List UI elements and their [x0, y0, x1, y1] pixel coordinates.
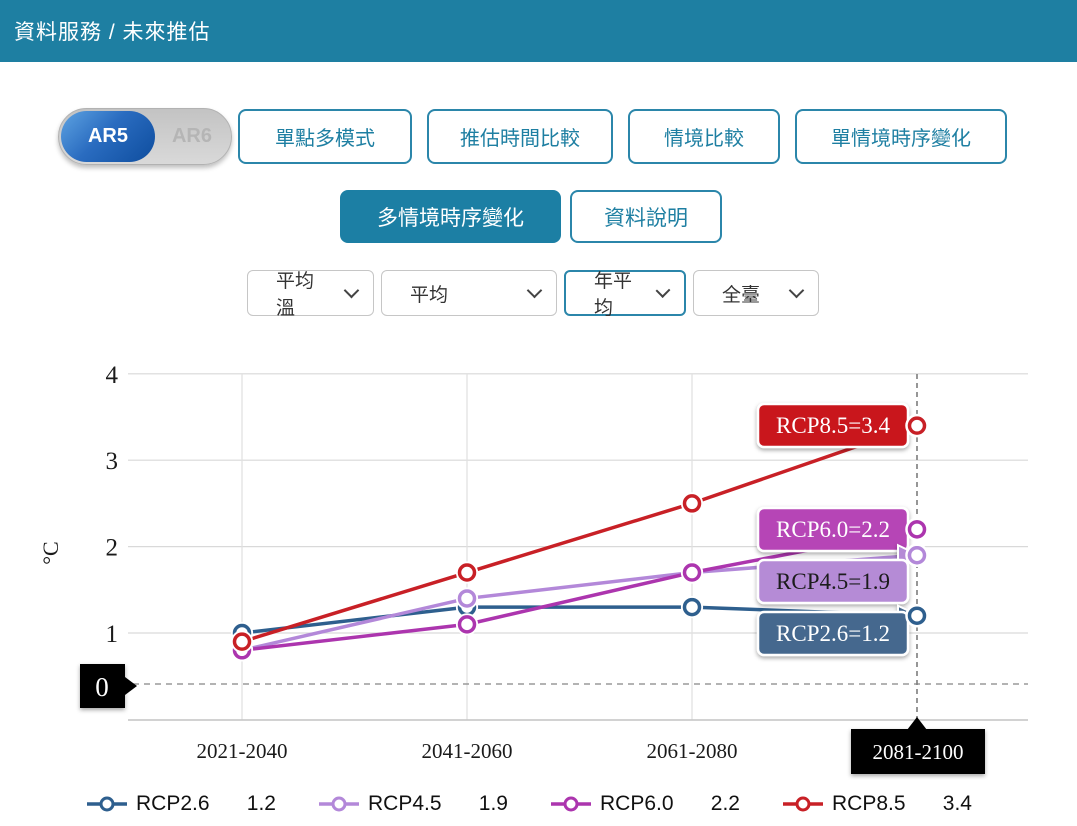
sub-button-2[interactable]: 資料說明	[570, 190, 722, 243]
legend-item-RCP2.6[interactable]: RCP2.6 1.2	[86, 792, 276, 816]
legend-value: 1.9	[478, 792, 508, 815]
end-label-text: RCP2.6=1.2	[776, 621, 890, 646]
end-label-RCP6.0: RCP6.0=2.2	[756, 506, 922, 553]
legend-value: 2.2	[710, 792, 740, 815]
filter-select-3[interactable]: 年平均	[564, 270, 686, 319]
data-point-RCP6.0-2081-2100[interactable]	[907, 520, 927, 539]
legend-item-RCP4.5[interactable]: RCP4.5 1.9	[318, 792, 508, 816]
ar-version-toggle[interactable]: AR5 AR6	[58, 108, 232, 165]
nav-button-row: 單點多模式 推估時間比較 情境比較 單情境時序變化	[238, 109, 1007, 164]
marker-halo	[680, 595, 704, 619]
legend-value: 3.4	[942, 792, 972, 815]
end-label-text: RCP4.5=1.9	[776, 569, 890, 594]
nav-button-3[interactable]: 情境比較	[628, 109, 780, 164]
marker-halo	[905, 603, 929, 628]
y-axis-title: °C	[38, 541, 63, 564]
y-tick-label: 1	[106, 621, 119, 648]
end-label-text: RCP6.0=2.2	[776, 517, 890, 542]
nav-button-1[interactable]: 單點多模式	[238, 109, 412, 164]
filter-select-value: 年平均	[594, 271, 633, 319]
data-point-RCP8.5-2021-2040[interactable]	[232, 632, 252, 651]
marker-halo	[455, 587, 479, 610]
y-tick-label: 2	[106, 535, 119, 562]
marker-halo	[680, 561, 704, 584]
legend-label: RCP4.5	[368, 792, 442, 815]
legend-marker-icon	[551, 796, 591, 812]
legend-item-RCP8.5[interactable]: RCP8.5 3.4	[782, 792, 972, 816]
x-tick-label: 2021-2040	[197, 739, 288, 763]
chevron-down-icon	[343, 282, 360, 299]
marker-halo	[905, 413, 929, 438]
legend-label: RCP6.0	[600, 792, 674, 815]
marker-halo	[680, 492, 704, 515]
legend-marker-icon	[87, 796, 127, 812]
marker-halo	[905, 543, 929, 567]
legend-value: 1.2	[246, 792, 276, 815]
toggle-option-ar5[interactable]: AR5	[61, 111, 155, 162]
x-tick-label: 2041-2060	[422, 739, 513, 763]
zero-flag-arrow	[125, 677, 137, 695]
marker-halo	[230, 630, 254, 653]
filter-select-value: 平均	[410, 284, 449, 306]
legend-label: RCP8.5	[832, 792, 906, 815]
legend-marker-icon	[783, 796, 823, 812]
filter-select-value: 全臺	[722, 284, 761, 306]
toggle-option-ar6[interactable]: AR6	[171, 125, 212, 147]
end-label-box	[756, 610, 910, 657]
sub-button-row: 多情境時序變化 資料說明	[340, 190, 722, 243]
y-tick-label: 3	[106, 448, 119, 475]
data-point-RCP8.5-2081-2100[interactable]	[907, 416, 927, 435]
data-point-RCP2.6-2081-2100[interactable]	[907, 606, 927, 625]
data-point-RCP6.0-2061-2080[interactable]	[682, 563, 702, 582]
filter-select-2[interactable]: 平均	[381, 270, 557, 316]
end-label-box	[756, 558, 910, 605]
y-tick-label: 4	[106, 362, 119, 389]
x-tick-label: 2061-2080	[647, 739, 738, 763]
data-point-RCP8.5-2061-2080[interactable]	[682, 494, 702, 513]
data-point-RCP2.6-2061-2080[interactable]	[682, 597, 702, 617]
data-point-RCP4.5-2041-2060[interactable]	[457, 589, 477, 608]
highlight-flag-notch	[907, 717, 927, 730]
legend-label: RCP2.6	[136, 792, 210, 815]
marker-halo	[905, 517, 929, 542]
marker-halo	[455, 561, 479, 584]
chevron-down-icon	[526, 282, 543, 299]
chevron-down-icon	[788, 282, 805, 299]
filter-select-1[interactable]: 平均溫	[247, 270, 374, 319]
data-point-RCP6.0-2041-2060[interactable]	[457, 615, 477, 634]
marker-halo	[455, 613, 479, 636]
filter-select-4[interactable]: 全臺	[693, 270, 819, 316]
end-label-text: RCP8.5=3.4	[776, 413, 890, 438]
nav-button-2[interactable]: 推估時間比較	[427, 109, 613, 164]
zero-flag-label: 0	[95, 672, 109, 702]
series-line-RCP8.5	[241, 423, 918, 644]
nav-button-4[interactable]: 單情境時序變化	[795, 109, 1007, 164]
sub-button-1[interactable]: 多情境時序變化	[340, 190, 561, 243]
zero-flag-box	[80, 664, 125, 708]
app-header: 資料服務 / 未來推估	[0, 0, 1077, 62]
filter-row: 平均溫 平均 年平均 全臺	[247, 270, 819, 319]
chart-legend: RCP2.6 1.2 RCP4.5 1.9 RCP6.0 2.2 RCP8.5 3.4	[86, 792, 1014, 816]
legend-item-RCP6.0[interactable]: RCP6.0 2.2	[550, 792, 740, 816]
filter-select-value: 平均溫	[276, 271, 315, 319]
breadcrumb: 資料服務 / 未來推估	[14, 21, 211, 44]
highlight-flag-label: 2081-2100	[873, 740, 964, 764]
line-chart: 1 2 3 4 °C 2021-2040 2041-2060 2061-2080 RCP8.5=…	[38, 362, 1028, 774]
end-label-RCP8.5: RCP8.5=3.4	[756, 402, 922, 449]
end-label-RCP4.5: RCP4.5=1.9	[756, 543, 922, 605]
end-label-RCP2.6: RCP2.6=1.2	[756, 604, 922, 657]
legend-marker-icon	[319, 796, 359, 812]
data-point-RCP8.5-2041-2060[interactable]	[457, 563, 477, 582]
data-point-RCP4.5-2081-2100[interactable]	[907, 545, 927, 565]
highlight-flag-box	[851, 729, 985, 774]
chevron-down-icon	[655, 283, 671, 298]
